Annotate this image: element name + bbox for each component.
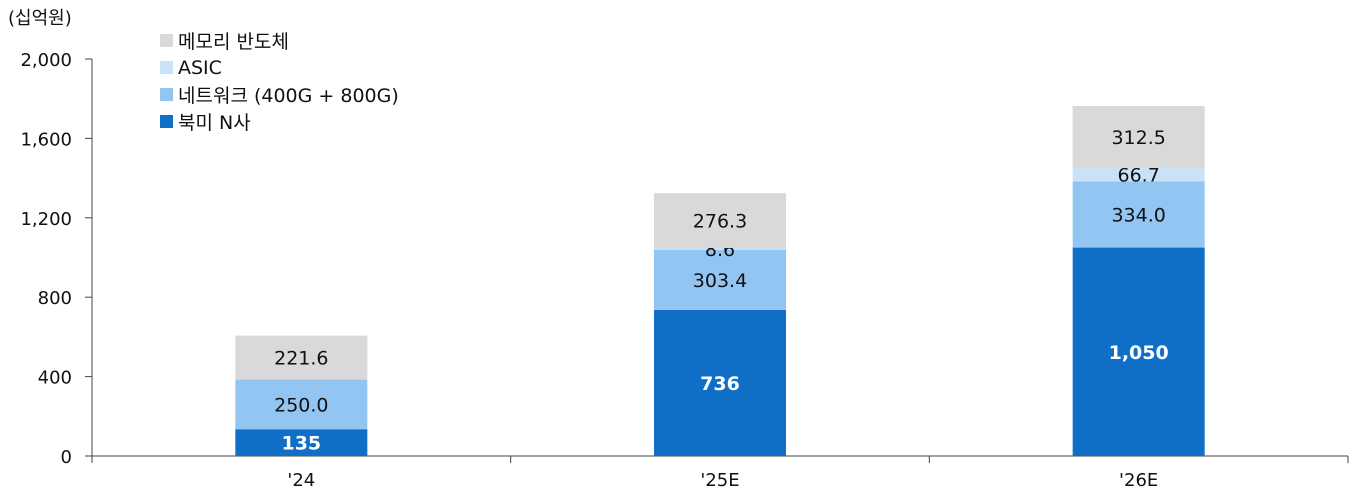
legend-item: 네트워크 (400G + 800G)	[160, 81, 399, 108]
bar-segment	[1072, 106, 1205, 169]
y-tick-label: 1,200	[20, 209, 72, 230]
bar-segment	[654, 193, 786, 248]
bar-segment	[1072, 181, 1205, 248]
x-tick-label: '26E	[1119, 470, 1158, 491]
legend-item: 메모리 반도체	[160, 27, 399, 54]
data-label: 1,050	[1109, 342, 1169, 364]
legend-swatch	[160, 115, 173, 128]
bar-segment	[235, 335, 368, 380]
data-label: 250.0	[274, 394, 328, 416]
legend-label: ASIC	[178, 56, 222, 79]
data-label: 221.6	[274, 348, 328, 370]
x-tick-label: '25E	[700, 470, 739, 491]
legend-label: 네트워크 (400G + 800G)	[178, 85, 399, 107]
data-label: 312.5	[1111, 127, 1165, 149]
bar-segment	[1072, 247, 1205, 456]
data-label: 66.7	[1118, 165, 1160, 187]
legend-swatch	[160, 61, 173, 74]
bar-segment	[654, 249, 786, 310]
data-label: 334.0	[1111, 204, 1165, 226]
y-tick-label: 800	[38, 288, 72, 309]
y-tick-label: 2,000	[20, 50, 72, 71]
bar-segment	[1072, 168, 1205, 182]
bar-segment	[654, 309, 786, 456]
legend-label: 북미 N사	[178, 112, 251, 134]
y-axis-unit-label: (십억원)	[8, 8, 72, 29]
legend-label: 메모리 반도체	[178, 31, 289, 53]
y-tick-label: 1,600	[20, 129, 72, 150]
legend-swatch	[160, 88, 173, 101]
x-tick-label: '24	[287, 470, 315, 491]
data-label: 276.3	[693, 211, 747, 233]
data-label: 736	[700, 373, 740, 395]
bar-segment	[235, 429, 368, 456]
legend-item: 북미 N사	[160, 108, 399, 135]
data-label: 135	[281, 433, 321, 455]
bar-segment	[235, 379, 368, 430]
legend-swatch	[160, 34, 173, 47]
legend-item: ASIC	[160, 54, 399, 81]
bar-segment	[654, 247, 786, 250]
legend: 메모리 반도체 ASIC 네트워크 (400G + 800G) 북미 N사	[160, 27, 399, 135]
y-tick-label: 0	[61, 447, 72, 468]
y-tick-label: 400	[38, 368, 72, 389]
data-label: 303.4	[693, 270, 747, 292]
